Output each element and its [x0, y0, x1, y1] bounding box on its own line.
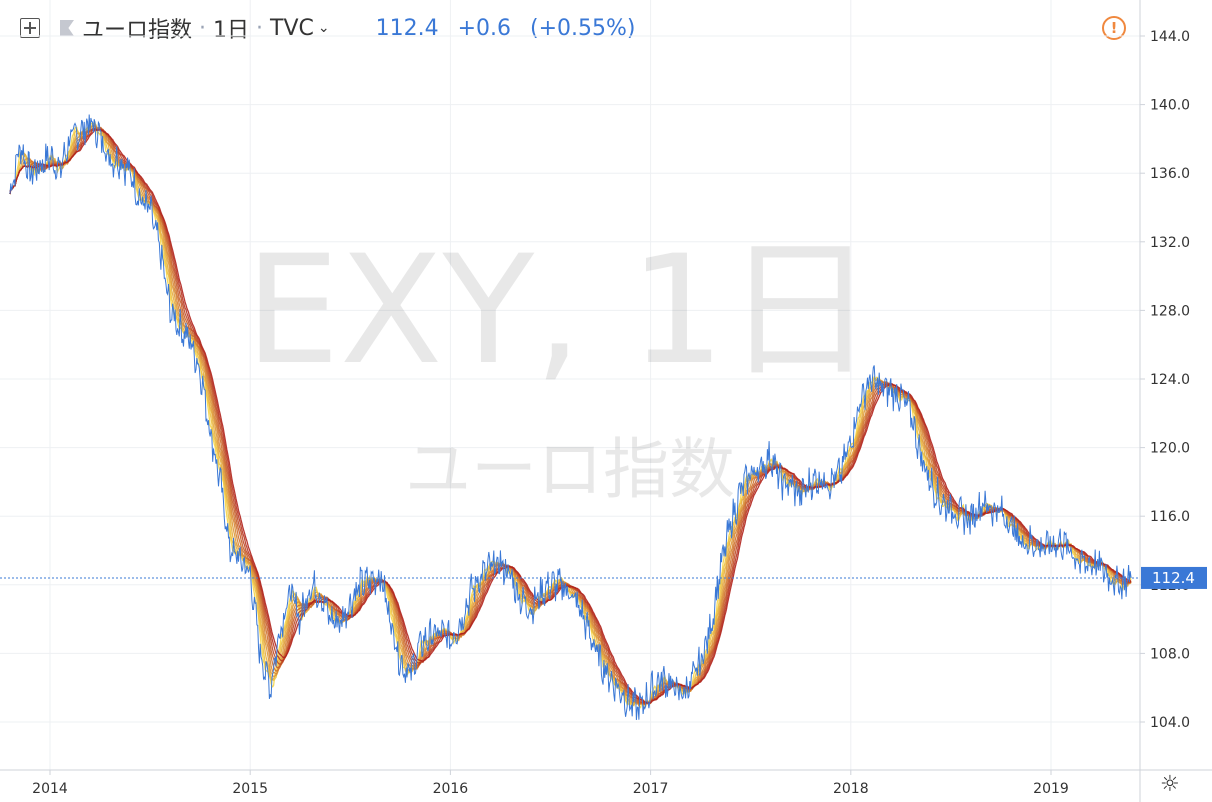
ma-line-1: [9, 120, 1132, 709]
y-tick-label: 124.0: [1150, 372, 1190, 388]
y-tick-label: 108.0: [1150, 646, 1190, 662]
ma-ribbon: [9, 120, 1132, 709]
ma-line-9: [9, 127, 1132, 705]
price-line: [9, 114, 1132, 721]
time-axis: 2014 2015 2016 2017 2018 2019: [32, 770, 1069, 797]
last-price-marker: 112.4: [0, 566, 1207, 589]
flag-icon[interactable]: [60, 20, 74, 36]
ma-line-4: [9, 125, 1132, 705]
y-tick-label: 128.0: [1150, 303, 1190, 319]
chevron-down-icon[interactable]: ⌄: [317, 20, 330, 36]
y-tick-label: 144.0: [1150, 29, 1190, 45]
price-series: [9, 114, 1132, 721]
chart-grid: [0, 0, 1140, 770]
y-tick-label: 136.0: [1150, 166, 1190, 182]
x-tick-label: 2015: [232, 781, 268, 797]
y-tick-label: 120.0: [1150, 441, 1190, 457]
x-tick-label: 2019: [1033, 781, 1069, 797]
ma-line-3: [9, 122, 1132, 708]
separator-dot: ·: [199, 15, 207, 41]
crosshair-add-icon[interactable]: [20, 18, 40, 38]
ma-line-6: [9, 127, 1132, 706]
x-tick-label: 2018: [833, 781, 869, 797]
x-tick-label: 2017: [633, 781, 669, 797]
ma-line-8: [9, 127, 1132, 705]
ma-line-7: [9, 127, 1132, 705]
price-axis: 104.0108.0112.0116.0120.0124.0128.0132.0…: [1140, 29, 1190, 731]
interval-label[interactable]: 1日: [213, 18, 250, 43]
y-tick-label: 140.0: [1150, 98, 1190, 114]
watermark-main: EXY, 1日: [245, 224, 875, 398]
separator-dot: ·: [256, 15, 264, 41]
x-tick-label: 2016: [433, 781, 469, 797]
ma-line-5: [9, 124, 1132, 707]
symbol-name[interactable]: ユーロ指数: [82, 18, 193, 43]
ma-line-10: [9, 128, 1132, 704]
settings-icon[interactable]: ☼: [1160, 772, 1180, 797]
y-tick-label: 104.0: [1150, 715, 1190, 731]
last-price-tag: [1141, 566, 1207, 589]
y-tick-label: 132.0: [1150, 235, 1190, 251]
x-tick-label: 2014: [32, 781, 68, 797]
y-tick-label: 116.0: [1150, 509, 1190, 525]
alert-icon[interactable]: !: [1102, 16, 1126, 40]
last-price-tag-label: 112.4: [1152, 569, 1195, 587]
ma-line-2: [9, 122, 1132, 708]
watermark-sub: ユーロ指数: [405, 431, 735, 508]
